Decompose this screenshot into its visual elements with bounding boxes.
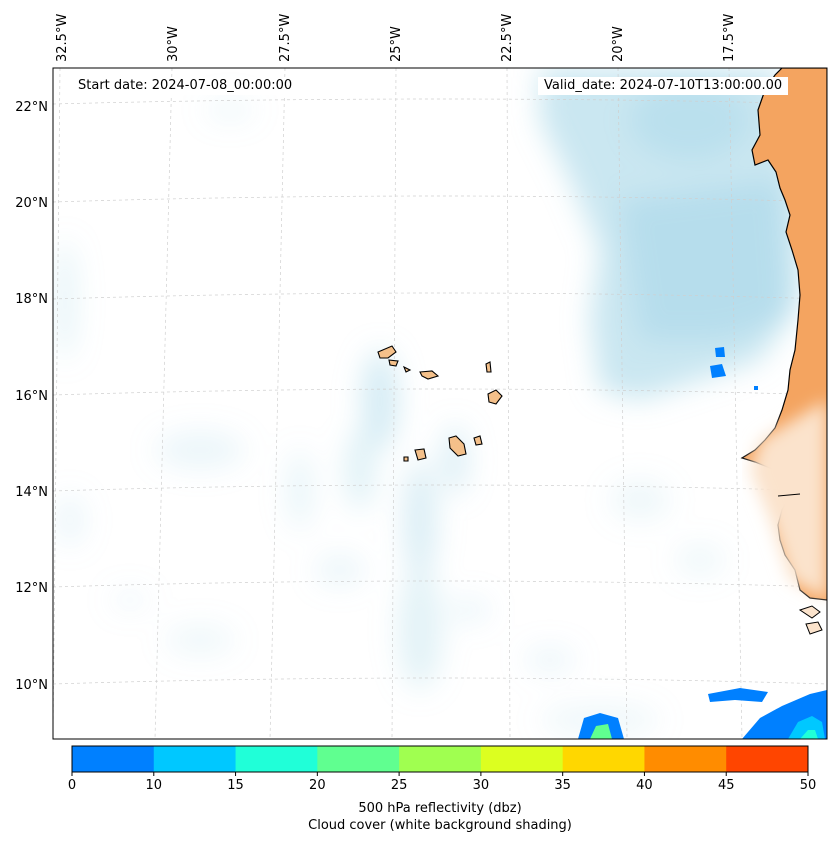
- lon-label: 30°W: [166, 26, 181, 62]
- lat-label: 18°N: [15, 292, 48, 307]
- colorbar-swatch: [72, 746, 155, 772]
- colorbar-swatch: [399, 746, 482, 772]
- gridlines: [53, 68, 827, 739]
- cape-verde-islands: [377, 345, 503, 462]
- colorbar-swatches: [72, 746, 809, 772]
- colorbar: 0 10 15 20 25 30 35 40 45 50: [68, 745, 816, 793]
- lat-label: 22°N: [15, 100, 48, 115]
- lon-label: 20°W: [611, 26, 626, 62]
- lat-label: 12°N: [15, 581, 48, 596]
- colorbar-tick-label: 20: [309, 778, 326, 793]
- colorbar-tick-label: 10: [146, 778, 163, 793]
- colorbar-tick-label: 15: [227, 778, 244, 793]
- colorbar-ticks: 0 10 15 20 25 30 35 40 45 50: [68, 772, 816, 793]
- latitude-labels: 22°N 20°N 18°N 16°N 14°N 12°N 10°N: [15, 100, 48, 693]
- lon-label: 32.5°W: [55, 14, 70, 62]
- cloud-cover-shading: [55, 68, 800, 735]
- map-frame: [52, 67, 828, 740]
- colorbar-tick-label: 35: [554, 778, 571, 793]
- valid-date-label: Valid_date: 2024-07-10T13:00:00.00: [538, 77, 789, 95]
- colorbar-tick-label: 30: [473, 778, 490, 793]
- colorbar-frame: [71, 745, 809, 773]
- lon-label: 25°W: [389, 26, 404, 62]
- colorbar-sublabel: Cloud cover (white background shading): [308, 818, 572, 833]
- lat-label: 16°N: [15, 389, 48, 404]
- colorbar-swatch: [726, 746, 809, 772]
- colorbar-swatch: [153, 746, 237, 772]
- lon-label: 17.5°W: [722, 14, 737, 62]
- reflectivity-cells: [578, 347, 827, 739]
- sahel-light-land: [750, 400, 827, 600]
- longitude-labels: 32.5°W 30°W 27.5°W 25°W 22.5°W 20°W 17.5…: [55, 14, 737, 62]
- map-panel: [52, 67, 828, 740]
- colorbar-tick-label: 45: [718, 778, 735, 793]
- bissagos-islands: [798, 605, 823, 635]
- colorbar-swatch: [480, 746, 564, 772]
- lon-label: 27.5°W: [278, 14, 293, 62]
- colorbar-swatch: [644, 746, 727, 772]
- colorbar-swatch: [562, 746, 645, 772]
- gambia-estuary: [777, 493, 801, 497]
- colorbar-label: 500 hPa reflectivity (dbz): [358, 801, 522, 816]
- colorbar-tick-label: 0: [68, 778, 76, 793]
- lon-label: 22.5°W: [500, 14, 515, 62]
- colorbar-tick-label: 25: [391, 778, 408, 793]
- lat-label: 14°N: [15, 485, 48, 500]
- colorbar-swatch: [317, 746, 400, 772]
- lat-label: 10°N: [15, 678, 48, 693]
- colorbar-swatch: [235, 746, 318, 772]
- start-date-label: Start date: 2024-07-08_00:00:00: [72, 77, 299, 95]
- lat-label: 20°N: [15, 196, 48, 211]
- colorbar-tick-label: 50: [800, 778, 817, 793]
- colorbar-tick-label: 40: [636, 778, 653, 793]
